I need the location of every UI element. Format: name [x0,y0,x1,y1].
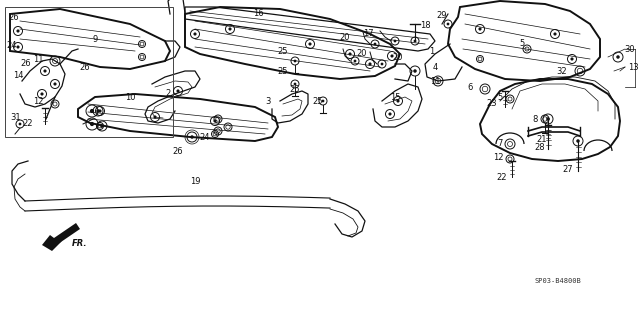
Text: 25: 25 [313,97,323,106]
Text: 29: 29 [436,11,447,20]
Text: FR.: FR. [72,240,88,249]
Text: 7: 7 [497,139,502,149]
Circle shape [96,109,100,113]
Text: 19: 19 [189,176,200,186]
Text: 16: 16 [253,9,263,18]
Circle shape [154,115,157,119]
Text: 20: 20 [356,49,367,58]
Polygon shape [42,223,80,251]
Text: 15: 15 [390,93,400,101]
Text: 6: 6 [467,83,473,92]
Circle shape [554,33,557,36]
Text: 30: 30 [625,44,636,54]
Text: 22: 22 [23,120,33,129]
Text: 26: 26 [9,12,19,21]
Circle shape [44,70,47,73]
Text: 4: 4 [433,63,438,71]
Circle shape [374,43,376,45]
Text: 18: 18 [420,21,430,31]
Text: 25: 25 [278,66,288,76]
Circle shape [413,69,417,73]
Text: SP03-B4800B: SP03-B4800B [534,278,581,284]
Circle shape [388,112,392,115]
Circle shape [354,60,356,63]
Circle shape [348,52,351,56]
Text: 21: 21 [537,135,547,144]
Circle shape [228,27,232,31]
Text: 12: 12 [493,152,503,161]
Text: 13: 13 [628,63,638,71]
Text: 31: 31 [11,113,21,122]
Circle shape [547,117,550,121]
Text: 26: 26 [80,63,90,71]
Text: 3: 3 [266,97,271,106]
Text: 9: 9 [92,34,98,43]
Circle shape [17,45,20,48]
Circle shape [19,122,21,125]
Circle shape [177,89,180,93]
Circle shape [322,100,324,102]
Circle shape [576,139,580,143]
Text: 32: 32 [557,66,567,76]
Circle shape [90,122,94,126]
Text: 11: 11 [429,77,440,85]
Text: 23: 23 [486,100,497,108]
Circle shape [390,55,394,57]
Text: 14: 14 [13,70,23,79]
Text: 20: 20 [393,53,403,62]
Text: 8: 8 [532,115,538,123]
Text: 25: 25 [278,47,288,56]
Circle shape [90,109,94,113]
Text: 11: 11 [33,55,44,63]
Text: 28: 28 [534,143,545,152]
Text: 26: 26 [20,60,31,69]
Circle shape [394,40,396,42]
Text: 25: 25 [290,85,300,93]
Circle shape [616,55,620,59]
Circle shape [308,42,312,46]
Text: 22: 22 [497,173,508,182]
Text: 12: 12 [33,97,44,106]
Circle shape [381,63,383,65]
Text: 10: 10 [125,93,135,101]
Circle shape [40,93,44,96]
Circle shape [369,63,372,66]
Text: 20: 20 [340,33,350,41]
Circle shape [294,60,296,63]
Text: 17: 17 [363,28,373,38]
Circle shape [447,23,449,26]
Text: 27: 27 [563,165,573,174]
Text: 24: 24 [7,41,17,50]
Circle shape [193,33,196,36]
Circle shape [413,40,417,42]
Text: 1: 1 [429,47,435,56]
Text: 24: 24 [200,132,211,142]
Text: 5: 5 [520,40,525,48]
Text: 26: 26 [173,146,183,155]
Circle shape [53,82,56,85]
Circle shape [190,135,194,139]
Circle shape [479,27,481,31]
Text: 2: 2 [165,88,171,98]
Circle shape [100,124,104,128]
Circle shape [213,119,216,122]
Circle shape [294,83,296,85]
Circle shape [396,100,399,103]
Circle shape [99,109,102,113]
Circle shape [17,29,20,33]
Text: 5: 5 [497,93,502,101]
Circle shape [570,57,573,61]
